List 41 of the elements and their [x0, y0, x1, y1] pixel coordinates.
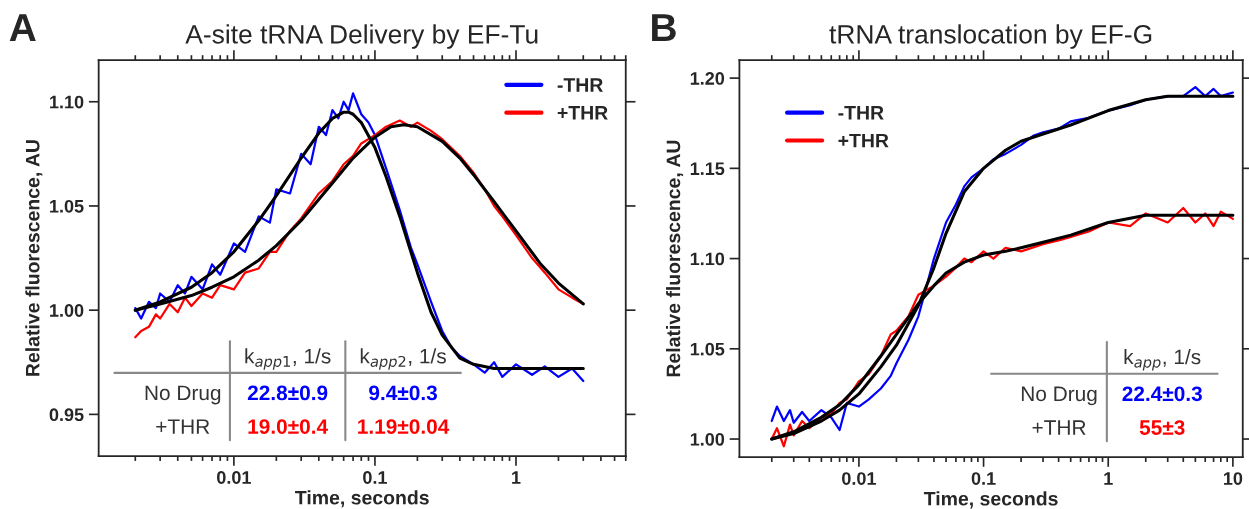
- x-tick-label: 0.1: [363, 471, 387, 484]
- y-axis-title: Relative fluorescence, AU: [25, 140, 43, 376]
- x-tick-label: 1: [1104, 472, 1113, 485]
- annotation: 9.4±0.3: [369, 385, 437, 401]
- x-tick-label: 0.1: [971, 472, 996, 485]
- legend-label: -THR: [557, 78, 603, 92]
- x-axis-title: Time, seconds: [295, 490, 429, 508]
- annotation: +THR: [156, 419, 210, 434]
- legend-label: -THR: [838, 106, 884, 120]
- chart-title: A-site tRNA Delivery by EF-Tu: [185, 24, 538, 49]
- y-tick-label: 1.15: [690, 162, 725, 176]
- annotation: 22.8±0.9: [247, 385, 328, 401]
- x-axis-title: Time, seconds: [923, 491, 1058, 509]
- annotation: 19.0±0.4: [248, 419, 328, 434]
- y-tick-label: 0.95: [49, 408, 84, 422]
- annotation: No Drug: [1021, 386, 1097, 406]
- annotation: k$_{app}$, 1/s: [1124, 348, 1201, 371]
- annotation: 1.19±0.04: [358, 419, 450, 434]
- legend-label: +THR: [557, 106, 608, 120]
- annotation: No Drug: [145, 385, 221, 405]
- x-tick-label: 0.01: [217, 471, 251, 484]
- y-axis-title: Relative fluorescence, AU: [666, 140, 684, 377]
- y-tick-label: 1.00: [50, 304, 84, 317]
- y-tick-label: 1.05: [690, 342, 725, 356]
- y-tick-label: 1.10: [690, 252, 725, 266]
- text: A: [9, 14, 36, 41]
- y-tick-label: 1.20: [690, 72, 725, 85]
- annotation: k$_{app1}$, 1/s: [245, 348, 331, 370]
- x-tick-label: 10: [1223, 472, 1243, 485]
- y-tick-label: 1.00: [690, 432, 725, 446]
- x-tick-label: 1: [512, 471, 521, 484]
- annotation: 55±3: [1139, 420, 1185, 435]
- legend-label: +THR: [838, 133, 889, 148]
- annotation: k$_{app2}$, 1/s: [360, 348, 446, 370]
- y-tick-label: 1.05: [50, 199, 84, 213]
- x-tick-label: 0.01: [842, 472, 876, 485]
- annotation: +THR: [1032, 420, 1086, 435]
- y-tick-label: 1.10: [50, 95, 84, 109]
- annotation: 22.4±0.3: [1122, 386, 1202, 402]
- text: B: [652, 14, 676, 41]
- chart-title: tRNA translocation by EF-G: [829, 24, 1152, 49]
